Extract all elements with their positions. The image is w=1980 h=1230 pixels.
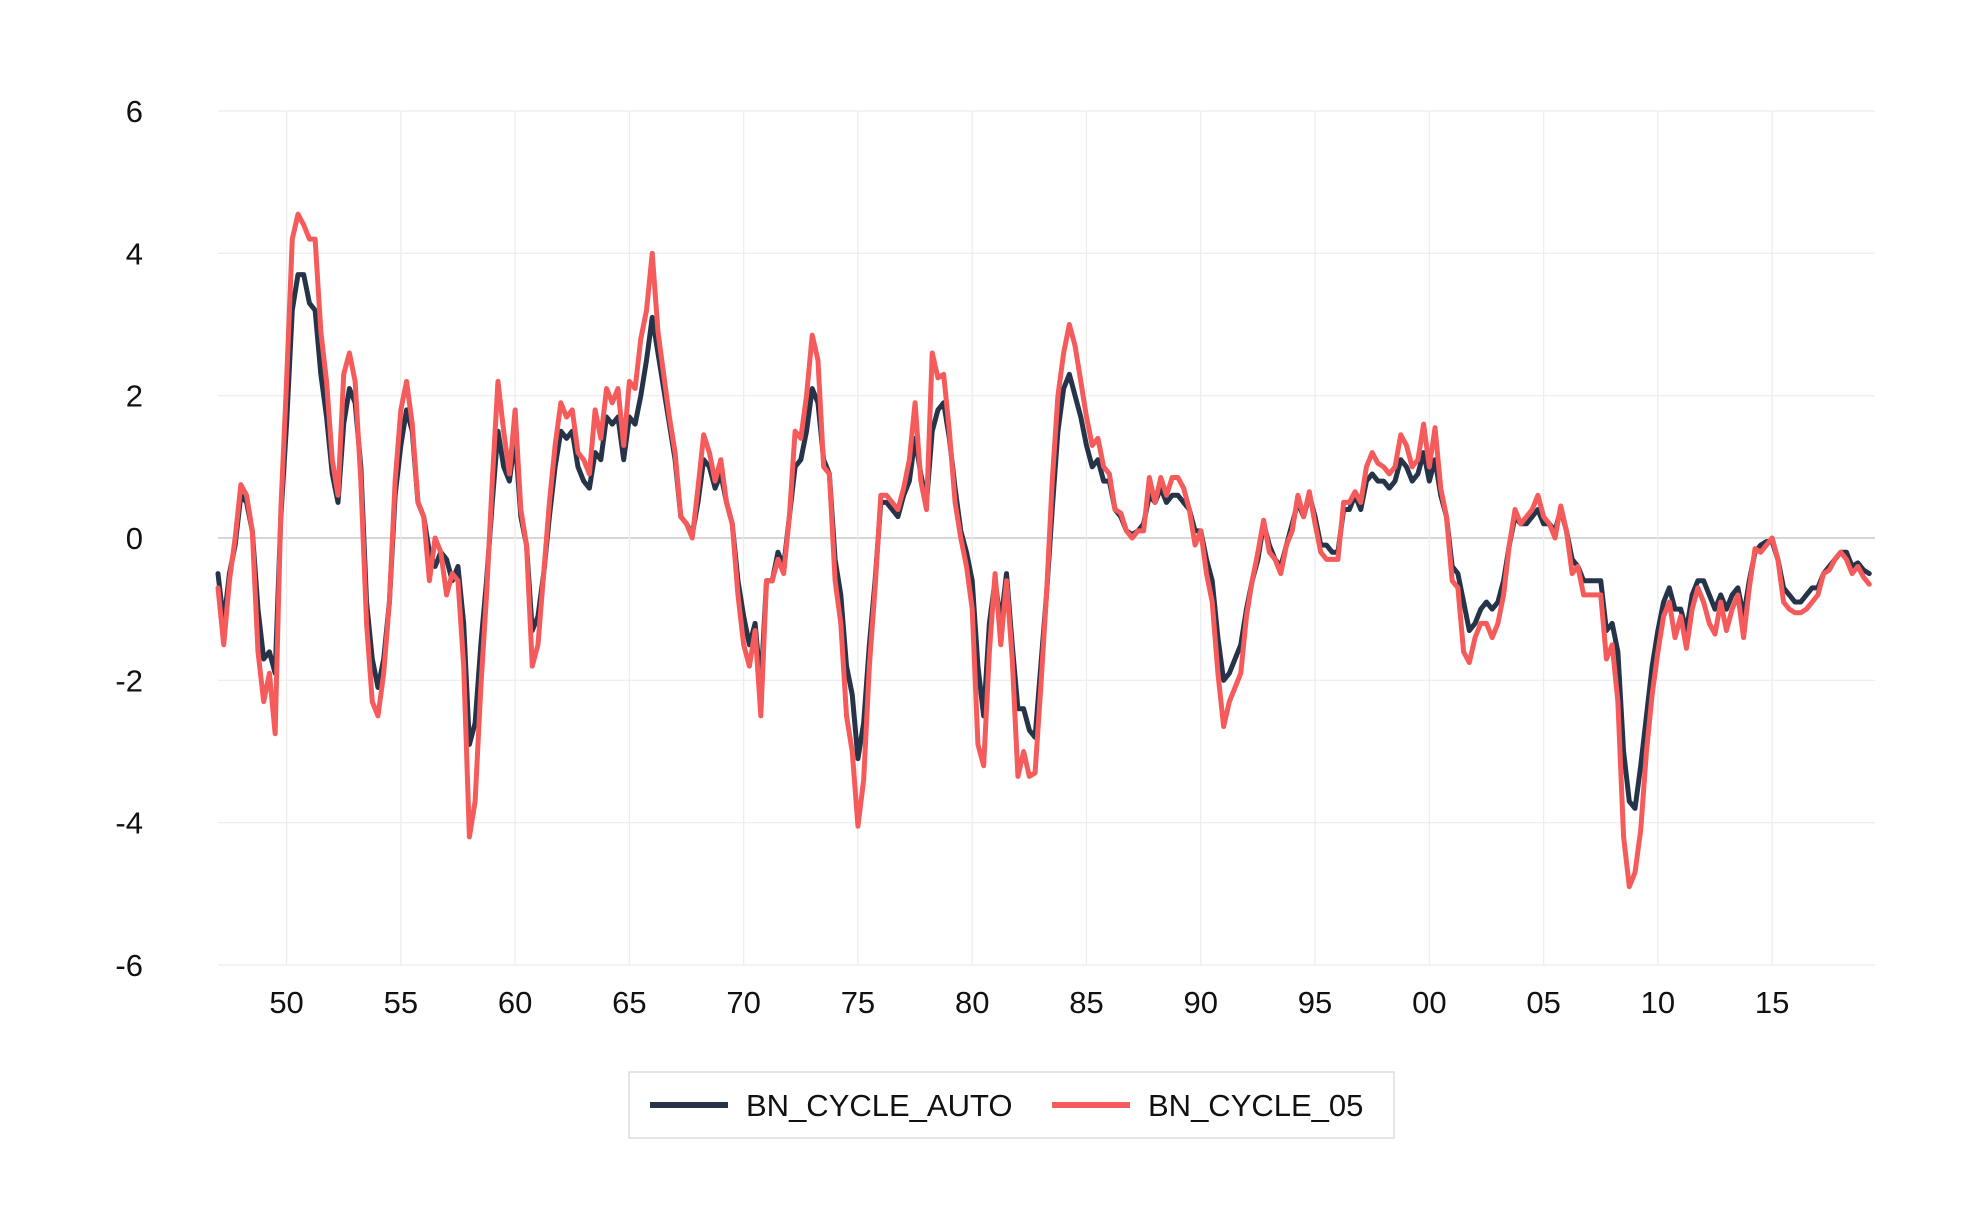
- y-tick-label: -4: [115, 806, 143, 841]
- x-tick-label: 05: [1526, 985, 1560, 1020]
- x-tick-label: 00: [1412, 985, 1446, 1020]
- legend-box: [628, 1071, 1395, 1139]
- y-tick-label: -2: [115, 663, 143, 698]
- y-tick-label: 6: [126, 94, 143, 129]
- legend-label-bn-cycle-05: BN_CYCLE_05: [1148, 1088, 1363, 1123]
- y-tick-label: -6: [115, 948, 143, 983]
- x-tick-label: 70: [726, 985, 760, 1020]
- legend-label-bn-cycle-auto: BN_CYCLE_AUTO: [746, 1088, 1012, 1123]
- y-axis-ticks: 6 4 2 0 -2 -4 -6: [115, 94, 143, 983]
- x-tick-label: 10: [1641, 985, 1675, 1020]
- legend: BN_CYCLE_AUTO BN_CYCLE_05: [628, 1071, 1395, 1139]
- y-tick-label: 2: [126, 379, 143, 414]
- x-tick-label: 65: [612, 985, 646, 1020]
- x-tick-label: 90: [1184, 985, 1218, 1020]
- gridlines: [218, 110, 1875, 966]
- y-tick-label: 0: [126, 521, 143, 556]
- x-tick-label: 75: [841, 985, 875, 1020]
- x-tick-label: 85: [1069, 985, 1103, 1020]
- x-tick-label: 80: [955, 985, 989, 1020]
- x-tick-label: 60: [498, 985, 532, 1020]
- x-tick-label: 95: [1298, 985, 1332, 1020]
- series-line-bn-cycle-05: [215, 211, 1872, 890]
- x-tick-label: 15: [1755, 985, 1789, 1020]
- x-tick-label: 55: [384, 985, 418, 1020]
- y-tick-label: 4: [126, 236, 143, 271]
- x-axis-ticks: 50 55 60 65 70 75 80 85 90 95 00 05 10 15: [269, 985, 1789, 1020]
- series-lines: [215, 211, 1872, 890]
- x-tick-label: 50: [269, 985, 303, 1020]
